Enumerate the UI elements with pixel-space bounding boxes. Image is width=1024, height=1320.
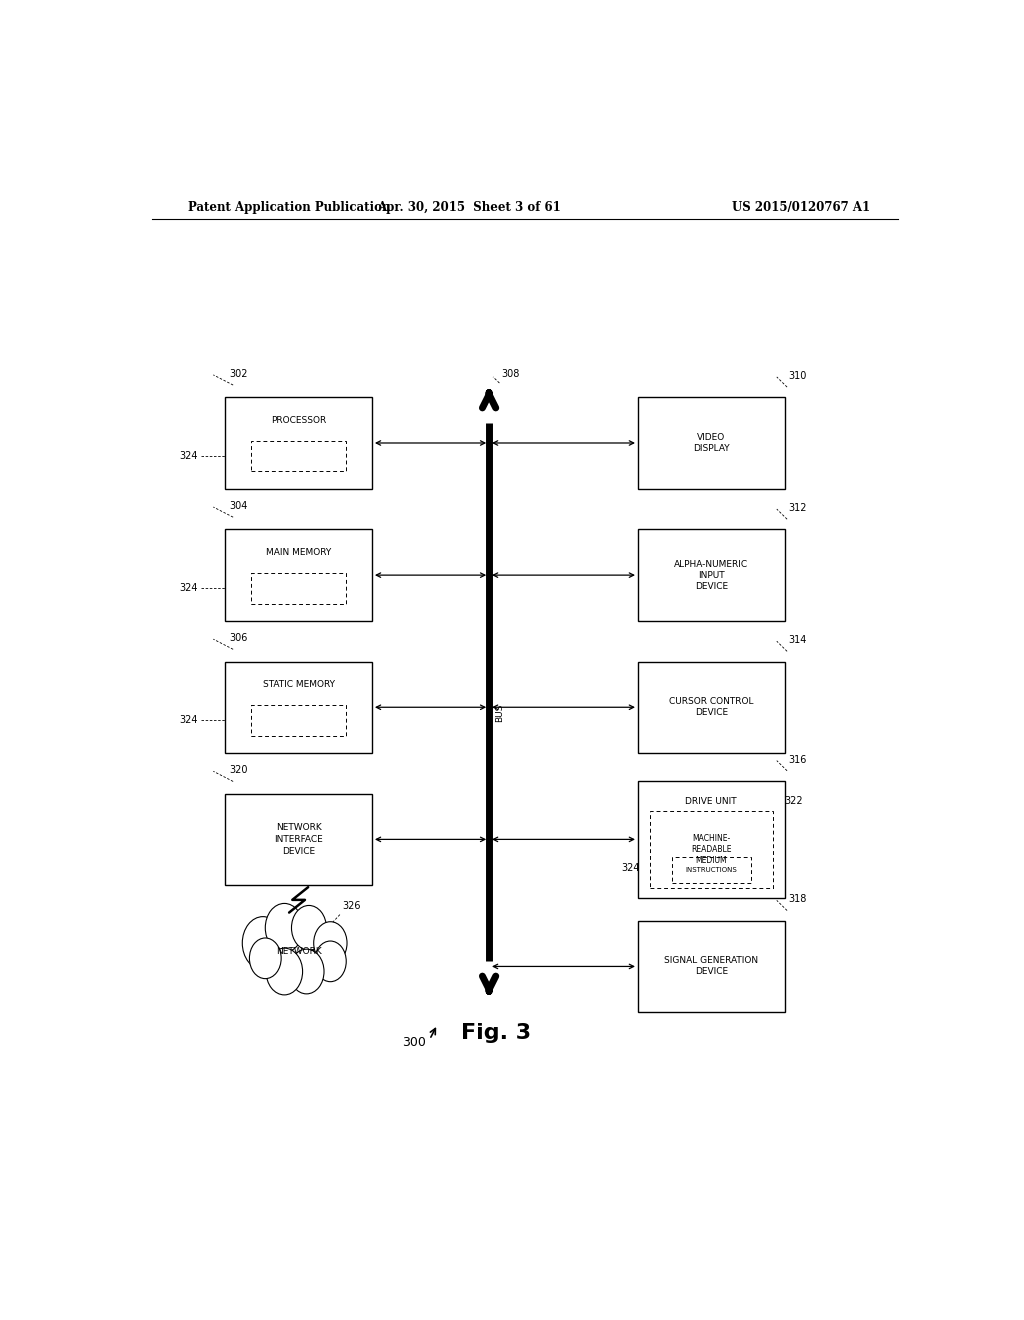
- Circle shape: [266, 948, 303, 995]
- FancyBboxPatch shape: [638, 921, 784, 1012]
- Text: 324: 324: [622, 863, 640, 873]
- Text: SIGNAL GENERATION
DEVICE: SIGNAL GENERATION DEVICE: [665, 957, 759, 977]
- Text: INSTRUCTIONS: INSTRUCTIONS: [271, 718, 326, 723]
- Text: 304: 304: [229, 502, 248, 511]
- Text: 300: 300: [401, 1036, 426, 1049]
- Text: 314: 314: [788, 635, 807, 645]
- Text: INSTRUCTIONS: INSTRUCTIONS: [271, 585, 326, 591]
- Text: 324: 324: [179, 715, 198, 726]
- Text: 302: 302: [229, 370, 248, 379]
- FancyBboxPatch shape: [251, 573, 346, 603]
- Text: ALPHA-NUMERIC
INPUT
DEVICE: ALPHA-NUMERIC INPUT DEVICE: [674, 560, 749, 591]
- Text: STATIC MEMORY: STATIC MEMORY: [262, 680, 335, 689]
- FancyBboxPatch shape: [225, 397, 372, 488]
- Text: 318: 318: [788, 895, 807, 904]
- Text: 310: 310: [788, 371, 807, 381]
- Text: 312: 312: [788, 503, 807, 513]
- Circle shape: [314, 941, 346, 982]
- Text: Patent Application Publication: Patent Application Publication: [187, 201, 390, 214]
- Text: Fig. 3: Fig. 3: [461, 1023, 531, 1043]
- Text: 324: 324: [179, 451, 198, 461]
- FancyBboxPatch shape: [638, 661, 784, 752]
- Text: 322: 322: [784, 796, 804, 807]
- FancyBboxPatch shape: [251, 705, 346, 735]
- Text: INSTRUCTIONS: INSTRUCTIONS: [685, 867, 737, 873]
- Text: 320: 320: [229, 766, 248, 775]
- FancyBboxPatch shape: [638, 781, 784, 898]
- FancyBboxPatch shape: [225, 793, 372, 886]
- Text: CURSOR CONTROL
DEVICE: CURSOR CONTROL DEVICE: [669, 697, 754, 717]
- Text: PROCESSOR: PROCESSOR: [271, 416, 327, 425]
- FancyBboxPatch shape: [650, 812, 773, 887]
- Circle shape: [313, 921, 347, 965]
- Circle shape: [243, 916, 284, 969]
- Text: 324: 324: [179, 583, 198, 593]
- Circle shape: [250, 939, 282, 978]
- Text: Apr. 30, 2015  Sheet 3 of 61: Apr. 30, 2015 Sheet 3 of 61: [378, 201, 561, 214]
- FancyBboxPatch shape: [638, 397, 784, 488]
- Text: INSTRUCTIONS: INSTRUCTIONS: [271, 453, 326, 459]
- Text: VIDEO
DISPLAY: VIDEO DISPLAY: [693, 433, 730, 453]
- Text: DRIVE UNIT: DRIVE UNIT: [685, 797, 737, 807]
- FancyBboxPatch shape: [638, 529, 784, 620]
- Text: MACHINE-
READABLE
MEDIUM: MACHINE- READABLE MEDIUM: [691, 834, 731, 865]
- FancyBboxPatch shape: [225, 661, 372, 752]
- FancyBboxPatch shape: [672, 857, 751, 883]
- Text: NETWORK
INTERFACE
DEVICE: NETWORK INTERFACE DEVICE: [274, 824, 323, 855]
- Text: NETWORK: NETWORK: [275, 946, 322, 956]
- Text: BUS: BUS: [495, 704, 504, 722]
- Text: US 2015/0120767 A1: US 2015/0120767 A1: [732, 201, 870, 214]
- Text: 326: 326: [342, 900, 360, 911]
- Text: 306: 306: [229, 634, 248, 643]
- Text: 308: 308: [501, 370, 519, 379]
- Text: 316: 316: [788, 755, 807, 764]
- Circle shape: [289, 949, 324, 994]
- Circle shape: [265, 903, 303, 952]
- Circle shape: [292, 906, 327, 950]
- Text: MAIN MEMORY: MAIN MEMORY: [266, 548, 331, 557]
- FancyBboxPatch shape: [225, 529, 372, 620]
- FancyBboxPatch shape: [251, 441, 346, 471]
